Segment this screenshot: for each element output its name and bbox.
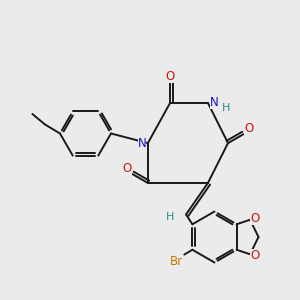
Text: N: N [209,96,218,110]
Text: O: O [166,70,175,83]
Text: O: O [250,212,260,225]
Text: O: O [122,162,131,175]
Text: Br: Br [170,255,183,268]
Text: H: H [166,212,175,222]
Text: H: H [222,103,231,113]
Text: O: O [244,122,253,135]
Text: O: O [250,249,260,262]
Text: N: N [137,136,146,150]
